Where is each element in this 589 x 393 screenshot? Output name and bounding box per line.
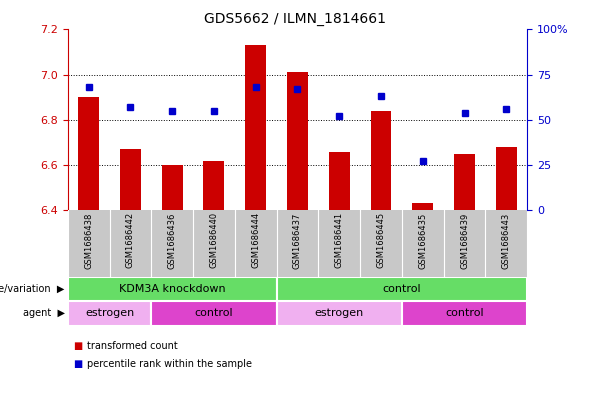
Bar [496,147,517,210]
Bar [68,277,277,301]
Text: GSM1686438: GSM1686438 [84,212,93,269]
Text: GSM1686439: GSM1686439 [460,212,469,268]
Bar [412,204,433,210]
Bar [287,72,308,210]
Text: GSM1686436: GSM1686436 [168,212,177,269]
Bar [120,149,141,210]
Text: GSM1686435: GSM1686435 [418,212,427,268]
Text: GSM1686443: GSM1686443 [502,212,511,268]
Text: GSM1686441: GSM1686441 [335,212,344,268]
Bar [329,151,350,210]
Text: KDM3A knockdown: KDM3A knockdown [119,284,226,294]
Text: agent  ▶: agent ▶ [23,309,65,318]
Text: GSM1686440: GSM1686440 [210,212,219,268]
Text: percentile rank within the sample: percentile rank within the sample [87,358,252,369]
Text: GSM1686437: GSM1686437 [293,212,302,269]
Bar [402,301,527,326]
Bar [277,277,527,301]
Text: estrogen: estrogen [85,309,134,318]
Bar [245,45,266,210]
Text: genotype/variation  ▶: genotype/variation ▶ [0,284,65,294]
Text: GSM1686444: GSM1686444 [251,212,260,268]
Text: estrogen: estrogen [315,309,364,318]
Bar [277,301,402,326]
Bar [370,111,392,210]
Text: control: control [382,284,421,294]
Bar [78,97,99,210]
Bar [203,160,224,210]
Text: GSM1686445: GSM1686445 [376,212,385,268]
Bar [454,154,475,210]
Text: ■: ■ [74,341,83,351]
Text: ■: ■ [74,358,83,369]
Bar [68,301,151,326]
Text: transformed count: transformed count [87,341,177,351]
Text: control: control [445,309,484,318]
Text: control: control [194,309,233,318]
Bar [162,165,183,210]
Text: GSM1686442: GSM1686442 [126,212,135,268]
Bar [151,301,277,326]
Text: GDS5662 / ILMN_1814661: GDS5662 / ILMN_1814661 [204,12,385,26]
